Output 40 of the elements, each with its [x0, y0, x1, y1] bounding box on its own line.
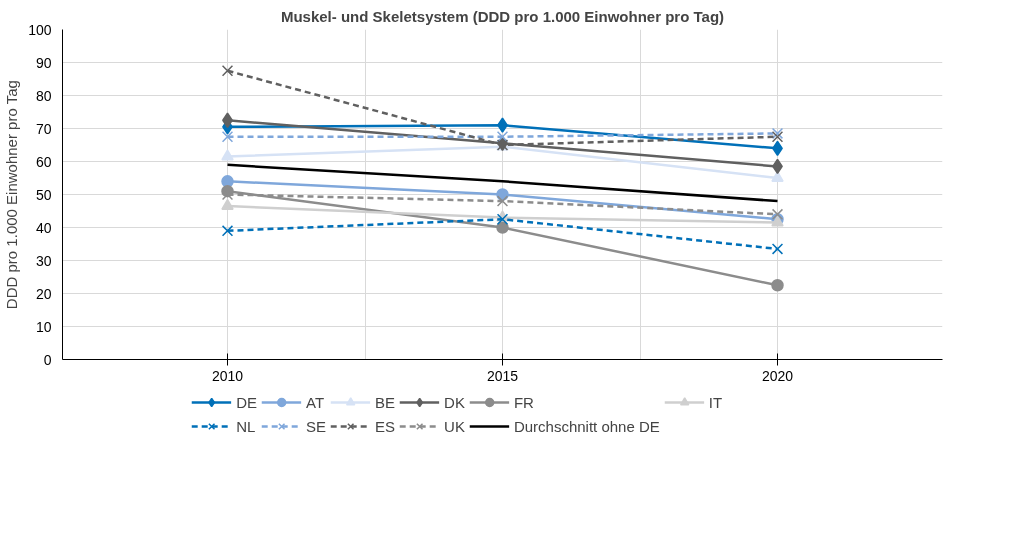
y-tick-label: 60 — [35, 153, 52, 170]
point — [771, 208, 784, 220]
point — [221, 198, 234, 210]
x-tick-label: 2010 — [211, 367, 244, 384]
point — [221, 149, 234, 161]
y-axis-title: DDD pro 1.000 Einwohner pro Tag — [3, 80, 21, 310]
legend-label: NL — [236, 417, 257, 435]
legend-label: DK — [444, 393, 465, 411]
legend-label: AT — [306, 393, 326, 411]
y-tick-label: 30 — [35, 252, 52, 269]
legend-label: SE — [306, 417, 327, 435]
legend-label: DE — [236, 393, 258, 411]
y-tick-label: 80 — [35, 87, 52, 104]
legend-label: ES — [375, 417, 396, 435]
chart-title: Muskel- und Skeletsystem (DDD pro 1.000 Einwohner pro Tag) — [280, 7, 725, 25]
point — [771, 131, 784, 143]
legend-label: UK — [444, 417, 465, 435]
x-tick-label: 2020 — [761, 367, 794, 384]
point — [221, 225, 234, 237]
legend-label: FR — [513, 393, 534, 411]
point — [496, 195, 509, 207]
point — [771, 243, 784, 255]
legend-label: IT — [708, 393, 724, 411]
y-tick-label: 10 — [35, 318, 52, 335]
legend-label: BE — [375, 393, 396, 411]
y-tick-label: 0 — [43, 351, 52, 368]
point — [221, 65, 234, 77]
y-tick-label: 90 — [35, 54, 52, 71]
legend-label: Durchschnitt ohne DE — [513, 417, 660, 435]
y-tick-label: 50 — [35, 186, 52, 203]
x-tick-label: 2015 — [486, 367, 519, 384]
point — [771, 127, 784, 140]
point — [496, 221, 509, 234]
y-tick-label: 100 — [28, 21, 52, 38]
point — [221, 131, 234, 143]
y-tick-label: 70 — [35, 120, 52, 137]
y-tick-label: 20 — [35, 285, 52, 302]
point — [771, 279, 784, 292]
point — [496, 131, 509, 143]
y-tick-label: 40 — [35, 219, 52, 236]
